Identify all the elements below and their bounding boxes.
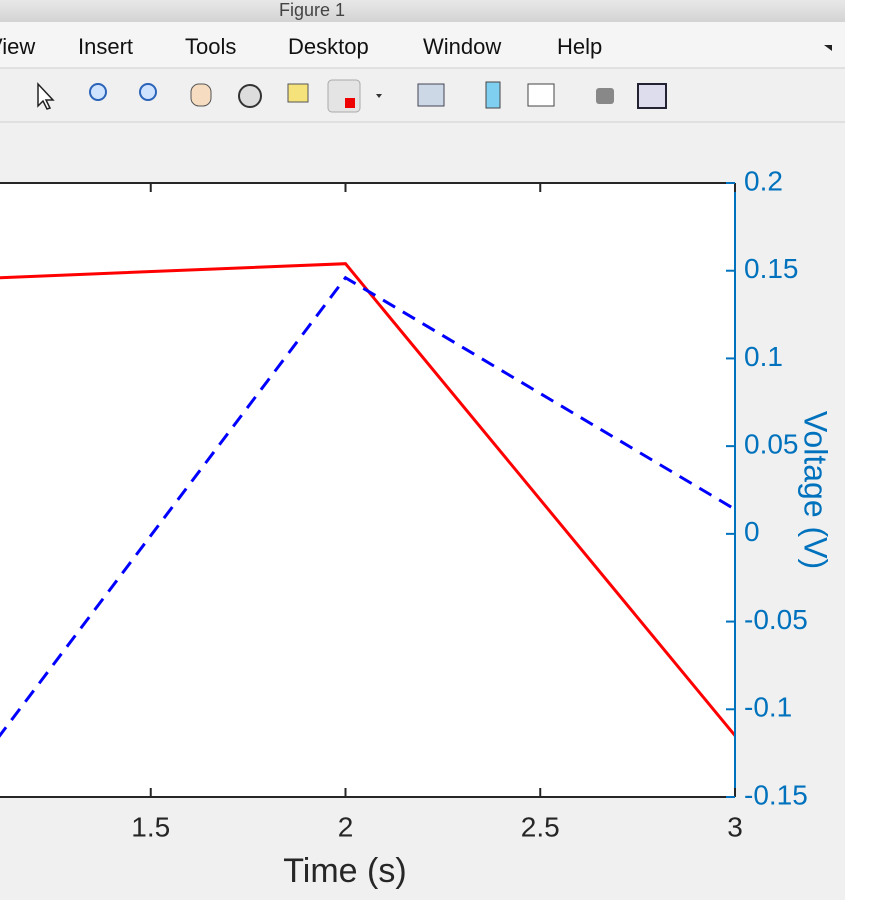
zoom-out-tool[interactable] [139,83,157,101]
menu-bar [0,22,845,68]
y-tick-label: 0.2 [744,165,783,196]
title-bar [0,0,845,22]
data-tip-tool[interactable] [287,83,309,103]
axes: 1.5 2 2.5 3-0.15 -0.1 -0.05 0 0.05 0.1 0.15 0.2 [0,165,808,842]
menu-item[interactable]: View [0,34,35,59]
rotate-tool[interactable] [238,84,262,108]
plot-lines [0,262,735,738]
y-tick-label: -0.1 [744,692,792,723]
series-line [0,275,735,738]
y-tick-label: 0 [744,516,760,547]
brush-dropdown[interactable] [376,94,382,98]
pointer-tool[interactable] [37,82,55,110]
x-axis-label: Time (s) [283,852,406,890]
y-tick-label: -0.05 [744,604,808,635]
y-tick-label: -0.15 [744,779,808,810]
menu-overflow[interactable] [824,45,832,51]
window-title: Figure 1 [279,0,345,20]
colorbar-tool[interactable] [485,81,501,109]
y-tick-label: 0.05 [744,429,799,460]
menu-item[interactable]: Tools [185,34,236,59]
toolbar [37,79,667,113]
y-axis-label: Voltage (V) [798,411,834,569]
brush-color [345,98,355,108]
legend-tool[interactable] [527,83,555,107]
menu-item[interactable]: Insert [78,34,133,59]
hide-tool[interactable] [596,88,614,104]
brush-tool[interactable] [327,79,361,113]
series-line [0,262,735,737]
x-tick-label: 1.5 [131,811,170,842]
x-tick-label: 3 [727,811,743,842]
link-tool[interactable] [417,83,445,107]
y-tick-label: 0.1 [744,341,783,372]
pan-tool[interactable] [190,83,212,107]
dock-tool[interactable] [637,83,667,109]
menu-item[interactable]: Help [557,34,602,59]
plot-area [0,183,735,797]
x-tick-label: 2 [338,811,354,842]
zoom-in-tool[interactable] [89,83,107,101]
x-tick-label: 2.5 [521,811,560,842]
y-tick-label: 0.15 [744,253,799,284]
menu-item[interactable]: Window [423,34,501,59]
menu-item[interactable]: Desktop [288,34,369,59]
